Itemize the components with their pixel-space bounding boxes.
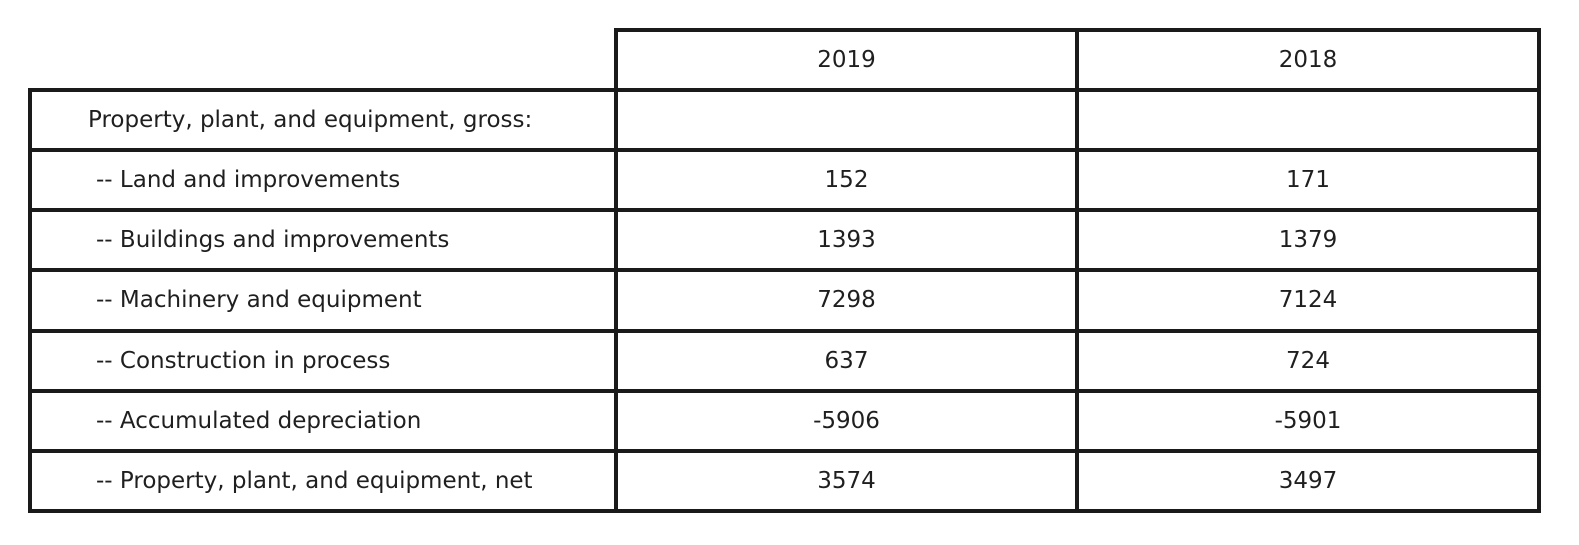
- column-header-1: 2019: [817, 47, 876, 73]
- column-header-2: 2018: [1278, 47, 1338, 73]
- row-border: [28, 208, 1541, 213]
- column-border: [1075, 28, 1079, 513]
- row-value-1: 637: [824, 347, 869, 374]
- row-label: -- Land and improvements: [96, 167, 401, 194]
- row-value-2: -5901: [1274, 407, 1342, 434]
- row-border: [28, 88, 1541, 92]
- row-label: -- Property, plant, and equipment, net: [96, 467, 533, 494]
- row-label: -- Construction in process: [96, 347, 391, 374]
- row-value-1: 7298: [817, 287, 876, 314]
- row-border: [28, 328, 1541, 333]
- row-value-1: -5906: [813, 407, 880, 434]
- row-value-2: 3497: [1278, 467, 1338, 494]
- row-border: [28, 148, 1541, 153]
- row-label: Property, plant, and equipment, gross:: [88, 107, 533, 134]
- row-value-2: [1077, 90, 1539, 150]
- column-border: [28, 88, 32, 513]
- row-value-2: 171: [1286, 167, 1330, 194]
- row-label: -- Accumulated depreciation: [96, 407, 422, 434]
- row-label: -- Buildings and improvements: [96, 227, 450, 254]
- row-value-1: [616, 90, 1077, 150]
- column-border: [1537, 28, 1541, 513]
- row-value-2: 7124: [1278, 287, 1338, 314]
- column-border: [614, 28, 618, 513]
- row-border: [28, 448, 1541, 453]
- row-value-1: 1393: [817, 227, 876, 254]
- row-border: [28, 268, 1541, 273]
- row-border: [28, 508, 1541, 513]
- row-value-2: 724: [1286, 347, 1330, 374]
- row-border: [28, 388, 1541, 393]
- row-value-1: 152: [824, 167, 869, 194]
- row-label: -- Machinery and equipment: [96, 287, 422, 314]
- row-value-1: 3574: [817, 467, 876, 494]
- row-value-2: 1379: [1278, 227, 1338, 254]
